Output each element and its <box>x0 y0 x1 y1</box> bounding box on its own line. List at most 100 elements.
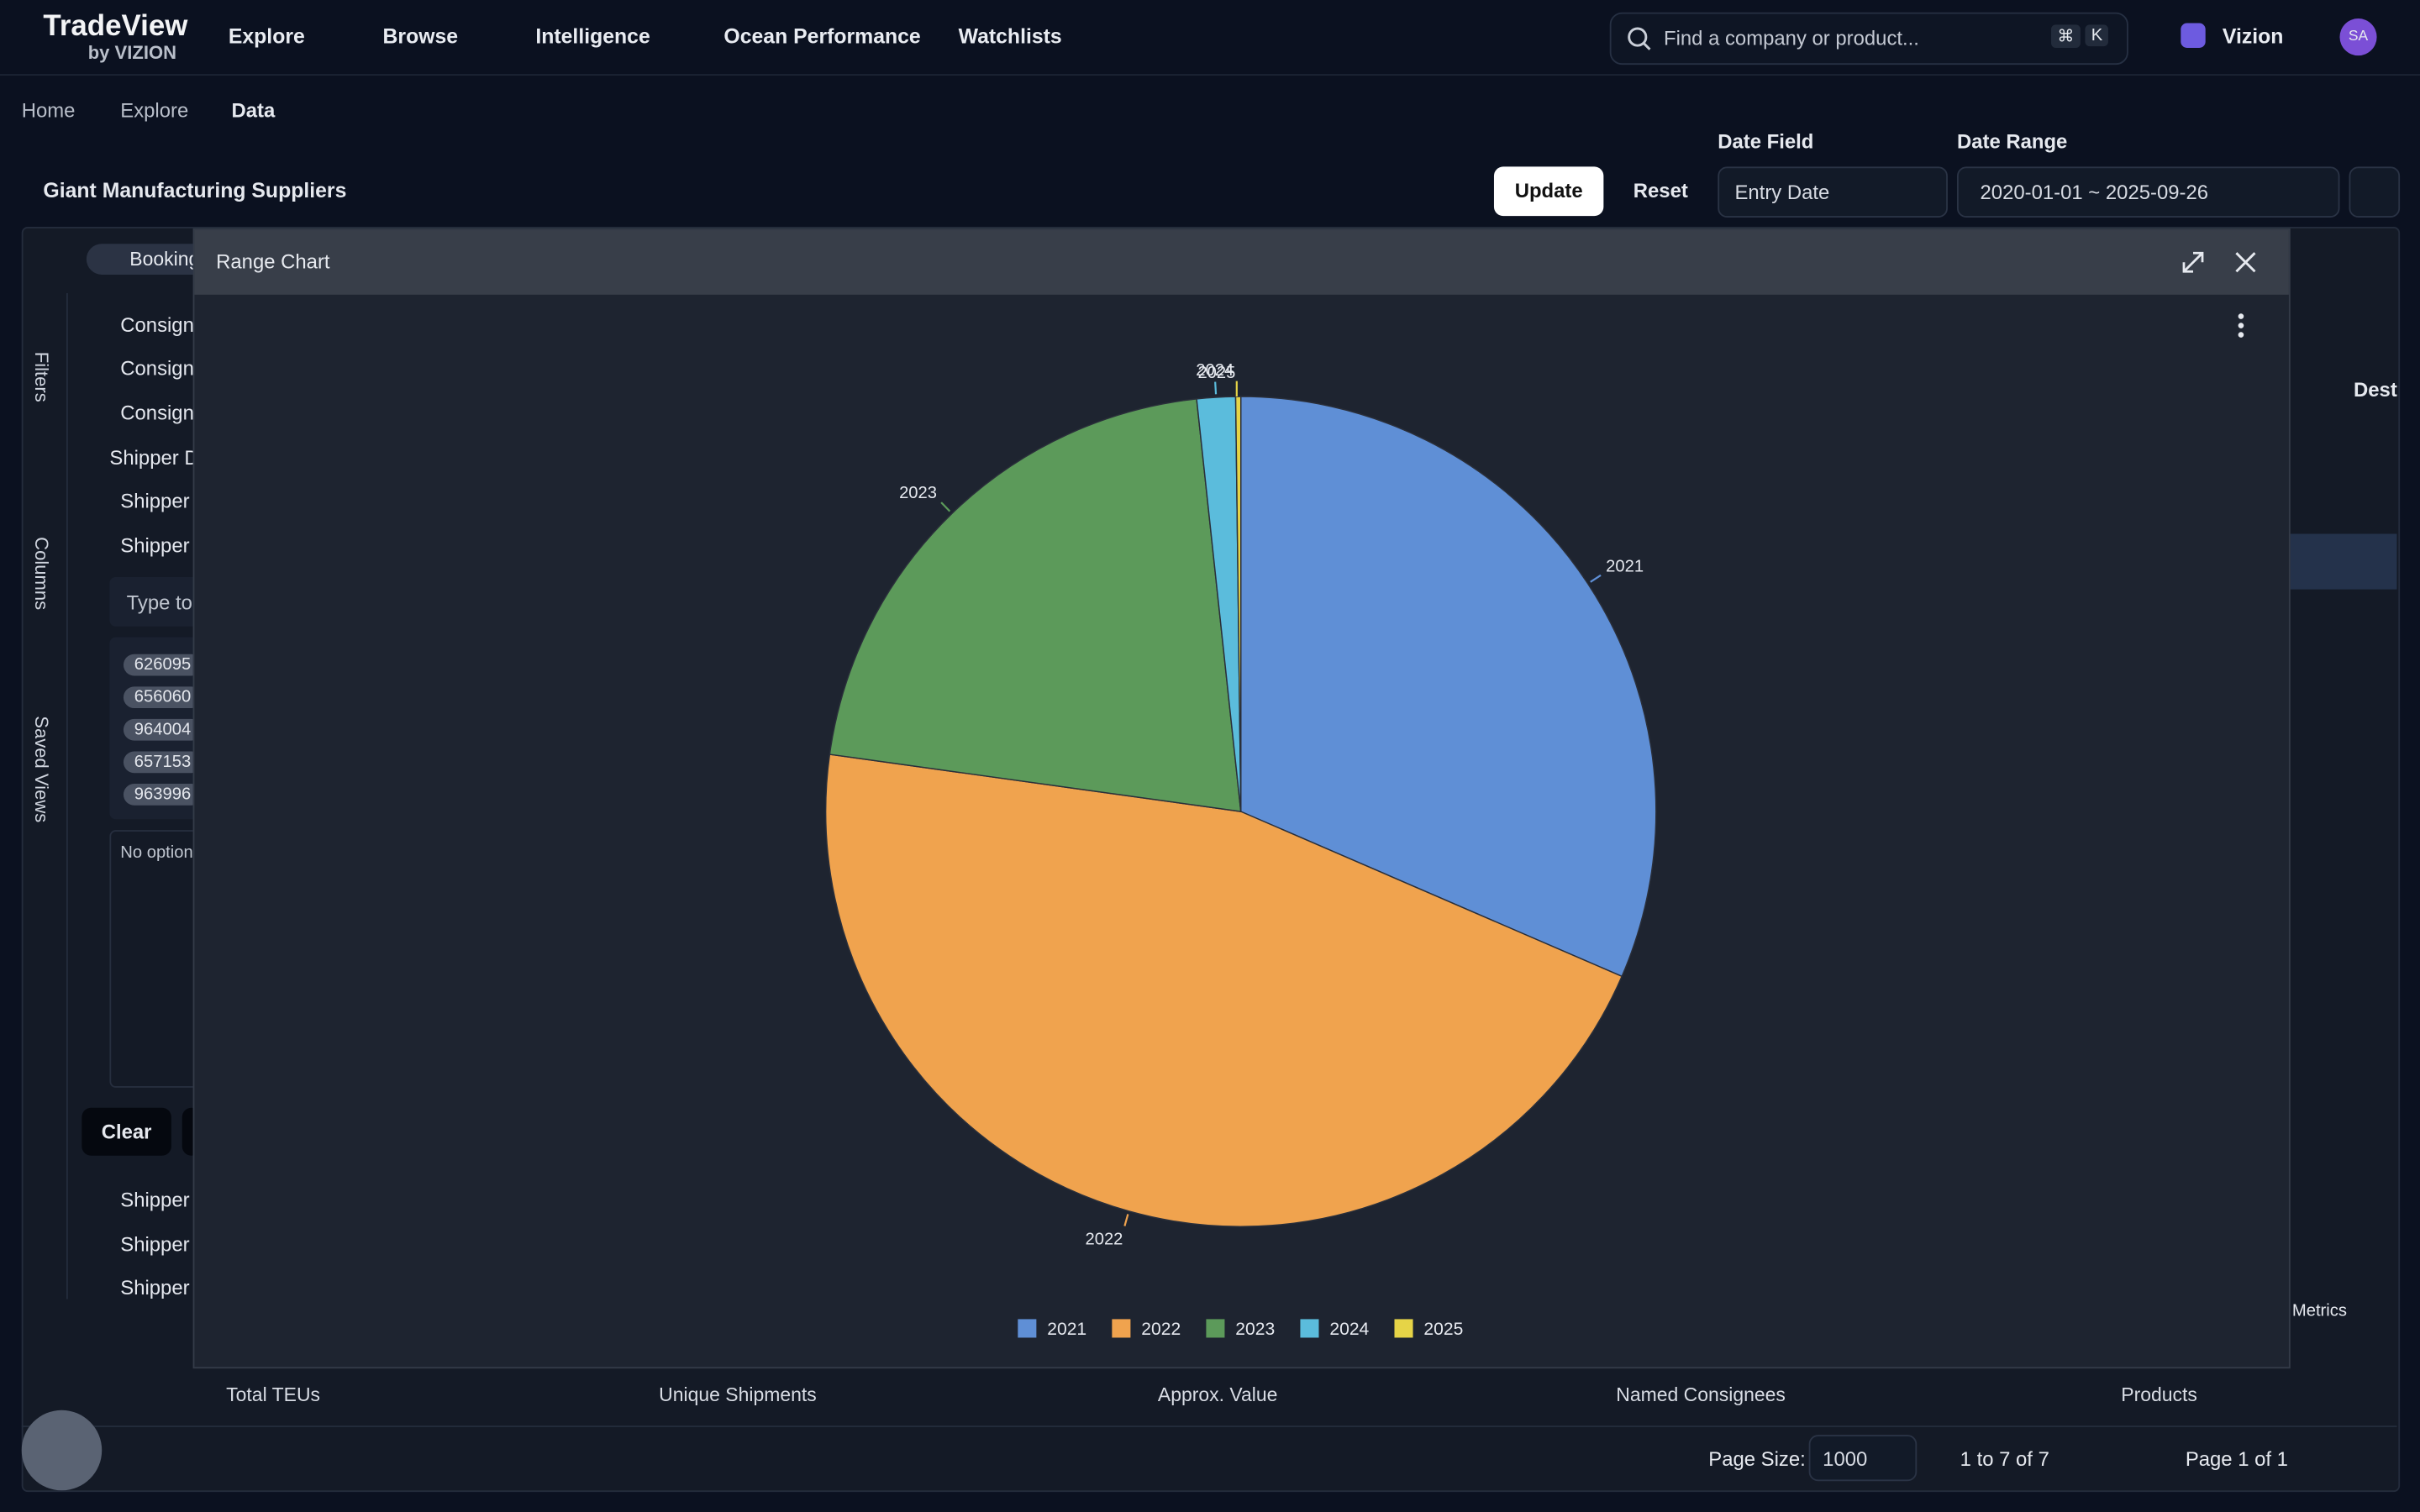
update-button[interactable]: Update <box>1493 166 1604 217</box>
modal-header: Range Chart <box>194 229 2289 295</box>
legend-label: 2025 <box>1423 1320 1463 1339</box>
metrics-label: e Metrics <box>2278 1302 2347 1321</box>
slice-label: 2024 <box>1196 361 1234 380</box>
value-chip[interactable]: 963996 <box>123 784 203 806</box>
stat-label: Approx. Value <box>1157 1383 1278 1406</box>
slice-label: 2021 <box>1606 558 1644 576</box>
kbd: ⌘ <box>2051 24 2081 48</box>
row-range: 1 to 7 of 7 <box>1960 1446 2049 1471</box>
breadcrumb-item: Data <box>231 98 276 123</box>
stat-label: Unique Shipments <box>659 1383 817 1406</box>
side-tab[interactable]: Columns <box>30 537 53 611</box>
expand-button[interactable] <box>2179 249 2207 276</box>
filter-search[interactable]: Type to <box>109 576 203 627</box>
label-leader <box>1123 1214 1129 1226</box>
close-button[interactable] <box>2232 249 2260 276</box>
filter-item[interactable]: Shipper <box>120 1232 190 1257</box>
nav-item[interactable]: Explore <box>228 24 305 48</box>
brand-sub: by VIZION <box>87 41 177 64</box>
filter-item[interactable]: Consign <box>120 312 194 337</box>
legend-swatch <box>1394 1319 1413 1338</box>
group-chip[interactable]: Booking <box>86 244 210 275</box>
chip-text: Booking <box>129 248 200 270</box>
org-name[interactable]: Vizion <box>2222 24 2284 48</box>
nav-item[interactable]: Ocean Performance <box>723 24 921 48</box>
page-size-label: Page Size: <box>1708 1446 1806 1471</box>
date-range-input[interactable]: 2020-01-01 ~ 2025-09-26 <box>1956 166 2340 218</box>
value-chip[interactable]: 626095 <box>123 654 203 676</box>
column-header: Dest <box>2354 378 2397 402</box>
top-nav: TradeView by VIZION Explore Browse Intel… <box>0 0 2420 76</box>
input-value: 2020-01-01 ~ 2025-09-26 <box>1980 180 2209 204</box>
stat-label: Total TEUs <box>226 1383 321 1406</box>
legend-label: 2021 <box>1047 1320 1086 1339</box>
stat-label: Named Consignees <box>1616 1383 1786 1406</box>
filter-item[interactable]: Shipper <box>120 489 190 512</box>
legend-label: 2022 <box>1141 1320 1181 1339</box>
filter-item[interactable]: Shipper <box>120 1275 190 1299</box>
label-leader <box>940 501 951 512</box>
search-placeholder: Type to <box>126 591 192 615</box>
nav-item[interactable]: Browse <box>382 24 459 48</box>
kbd: K <box>2085 24 2109 47</box>
value-chip[interactable]: 964004 <box>123 718 203 741</box>
legend-swatch <box>1300 1319 1319 1338</box>
reset-button[interactable]: Reset <box>1633 179 1688 202</box>
search-box[interactable]: Find a company or product... ⌘ K <box>1609 12 2128 66</box>
value-chip[interactable]: 657153 <box>123 751 203 774</box>
org-icon <box>2181 23 2206 48</box>
divider <box>21 1425 2397 1427</box>
date-field-select[interactable]: Entry Date <box>1718 166 1948 218</box>
modal-title: Range Chart <box>216 249 330 274</box>
side-strip <box>22 292 68 1299</box>
filter-item[interactable]: Consign <box>120 401 194 425</box>
slice-label: 2025 <box>1197 364 1235 382</box>
brand[interactable]: TradeView <box>43 10 188 44</box>
pie-slice <box>829 398 1242 812</box>
search-icon <box>1628 27 1651 50</box>
download-button[interactable] <box>2349 166 2401 218</box>
legend-swatch <box>1112 1319 1131 1338</box>
page-indicator: Page 1 of 1 <box>2185 1446 2288 1471</box>
value-chip[interactable]: 656060 <box>123 686 203 709</box>
pie-slice <box>1234 396 1242 812</box>
nav-item[interactable]: Watchlists <box>958 24 1062 48</box>
chat-button[interactable] <box>21 1410 103 1491</box>
chart-menu[interactable] <box>2238 313 2244 338</box>
empty-text: No option <box>120 843 193 863</box>
pie-slice <box>1240 396 1657 978</box>
avatar[interactable]: SA <box>2339 18 2377 56</box>
legend-swatch <box>1206 1319 1225 1338</box>
filter-item[interactable]: Consign <box>120 356 194 380</box>
slice-label: 2023 <box>899 484 937 502</box>
side-tab[interactable]: Saved Views <box>30 716 53 823</box>
select-value: Entry Date <box>1734 180 1830 204</box>
select-value: 1000 <box>1823 1446 1868 1471</box>
pie-slice <box>824 753 1623 1227</box>
label-leader <box>1590 574 1602 583</box>
view-select[interactable]: Giant Manufacturing Suppliers <box>43 179 347 202</box>
label-leader <box>1214 381 1218 395</box>
search-placeholder: Find a company or product... <box>1664 26 1919 50</box>
filter-item[interactable]: Shipper <box>120 533 190 558</box>
filter-group[interactable]: Shipper D <box>109 445 199 470</box>
breadcrumb-item[interactable]: Explore <box>120 98 189 123</box>
options-box: No option <box>109 830 206 1088</box>
side-tab[interactable]: Filters <box>30 351 53 402</box>
legend-swatch <box>1018 1319 1037 1338</box>
chart-modal: Range Chart 2021 2022 2023 2024 2025 2021 2022… <box>192 228 2291 1369</box>
slice-label: 2022 <box>1086 1230 1123 1248</box>
page-size-select[interactable]: 1000 <box>1808 1435 1918 1482</box>
breadcrumb-item[interactable]: Home <box>21 98 76 123</box>
stat-label: Products <box>2121 1383 2197 1406</box>
filter-item[interactable]: Shipper <box>120 1188 190 1211</box>
nav-item[interactable]: Intelligence <box>535 24 650 48</box>
clear-button[interactable]: Clear <box>82 1107 171 1156</box>
field-label: Date Range <box>1956 129 2068 153</box>
legend-label: 2023 <box>1235 1320 1275 1339</box>
selected-row <box>2287 533 2397 590</box>
legend-label: 2024 <box>1329 1320 1369 1339</box>
